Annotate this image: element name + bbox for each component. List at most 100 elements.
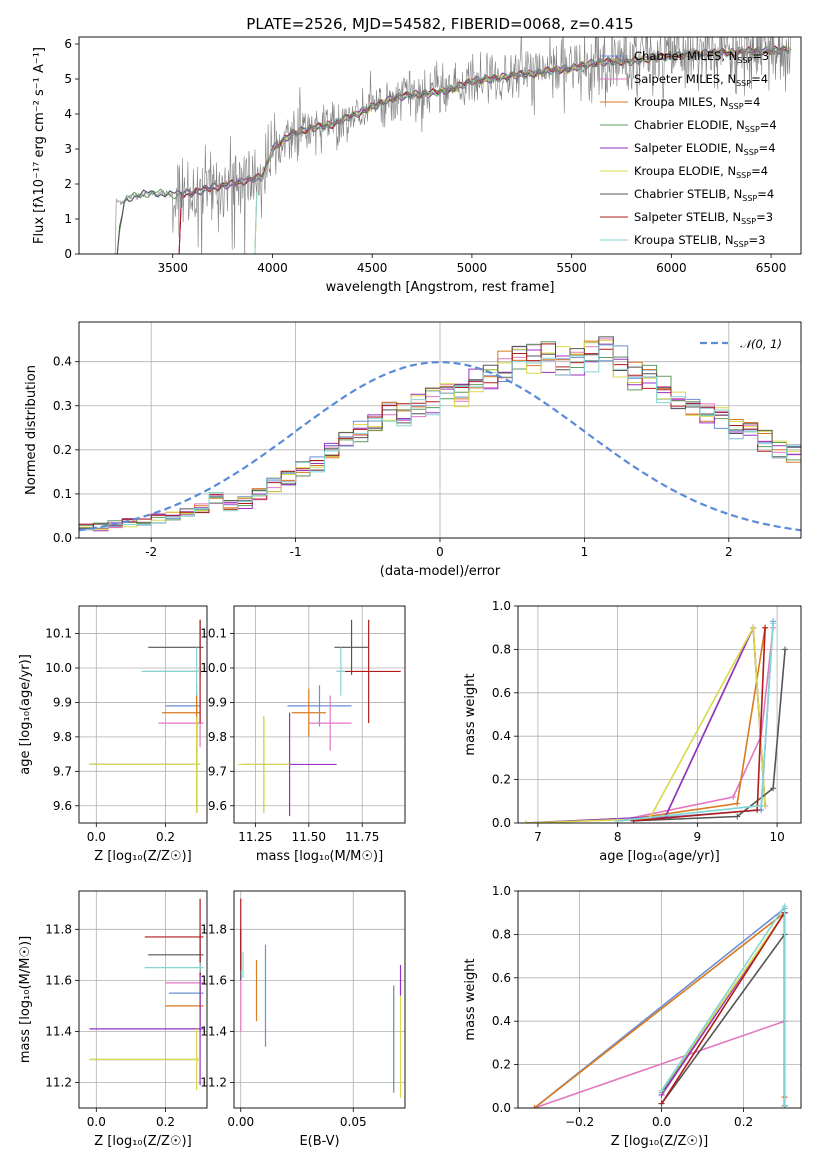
spectrum-ytick-label: 0: [64, 247, 72, 261]
point-kroupa-miles: [162, 692, 201, 734]
spectrum-ylabel: Flux [fλ10⁻¹⁷ erg cm⁻² s⁻¹ A⁻¹]: [32, 47, 47, 244]
mass-weight-vs-Z-ytick-label: 1.0: [492, 884, 511, 898]
mass-vs-ebv-xlabel: E(B-V): [299, 1134, 339, 1149]
mass-weight-vs-age-xtick-label: 8: [614, 830, 622, 844]
residuals-xlabel: (data-model)/error: [380, 564, 501, 579]
mass-vs-Z-xlabel: Z [log₁₀(Z/Z☉)]: [94, 1134, 191, 1149]
age-vs-mass-axes: 11.25 11.50 11.75 9.6 9.7 9.8 9.9 10.0 10.1 mass …: [200, 605, 406, 864]
model-spectrum-chabrier-elodie: [114, 45, 791, 254]
weight-marker: [754, 806, 761, 813]
mass-weight-vs-age-ytick-label: 1.0: [492, 599, 511, 613]
point-kroupa-stelib: [336, 647, 346, 696]
residuals-ytick-label: 0.4: [53, 355, 72, 369]
age-vs-mass-ytick-label: 9.9: [208, 695, 227, 709]
age-vs-mass-frame: [233, 605, 406, 824]
weight-line-kroupa-miles: [617, 627, 766, 822]
mass-vs-ebv-frame: [233, 890, 406, 1109]
spectrum-xtick-label: 3500: [157, 261, 188, 275]
mass-weight-vs-age-frame: [517, 605, 802, 824]
age-vs-Z-ytick-label: 10.0: [45, 661, 72, 675]
mass-weight-vs-age-plot-area: [522, 618, 789, 823]
mass-vs-Z-ytick-label: 11.2: [45, 1075, 72, 1089]
spectrum-xtick-label: 4000: [257, 261, 288, 275]
residuals-xtick-label: 0: [436, 545, 444, 559]
observed-spectrum-line: [114, 37, 791, 254]
mass-weight-vs-Z-xtick-label: 0.2: [734, 1115, 753, 1129]
mass-weight-vs-Z-xlabel: Z [log₁₀(Z/Z☉)]: [611, 1134, 708, 1149]
mass-weight-vs-age-ytick-label: 0.6: [492, 686, 511, 700]
age-vs-Z-axes: 0.0 0.2 9.6 9.7 9.8 9.9 10.0 10.1 Z [log₁₀(Z/Z☉)…: [18, 605, 208, 864]
weight-marker: [522, 820, 529, 823]
weight-marker: [734, 800, 741, 807]
age-vs-mass-plot-area: [238, 619, 401, 817]
legend-entry: Salpeter ELODIE, NSSP=4: [634, 141, 776, 157]
age-vs-Z-xtick-label: 0.0: [87, 830, 106, 844]
residuals-xtick-label: -1: [290, 545, 302, 559]
point-chabrier-stelib: [148, 619, 204, 675]
mass-weight-vs-Z-ylabel: mass weight: [463, 958, 478, 1040]
mass-vs-Z-ytick-label: 11.6: [45, 973, 72, 987]
mass-vs-ebv-plot-area: [240, 898, 402, 1098]
point-chabrier-stelib: [334, 619, 369, 675]
legend-entry: Chabrier STELIB, NSSP=4: [634, 187, 774, 203]
mass-vs-Z-plot-area: [89, 898, 204, 1091]
mass-vs-ebv-ytick-label: 11.4: [200, 1024, 227, 1038]
point-salpeter-miles: [165, 957, 204, 1009]
weight-line-kroupa-elodie: [525, 624, 766, 823]
point-kroupa-elodie: [238, 716, 290, 813]
point-chabrier-miles: [287, 685, 352, 727]
point-kroupa-elodie: [89, 716, 201, 813]
weight-marker: [730, 793, 737, 800]
point-salpeter-stelib: [144, 898, 204, 976]
age-vs-mass-xtick-label: 11.50: [292, 830, 326, 844]
mass-weight-vs-Z-ytick-label: 0.8: [492, 927, 511, 941]
mass-weight-vs-Z-ytick-label: 0.6: [492, 971, 511, 985]
weight-marker: [782, 646, 789, 653]
spectrum-xtick-label: 5500: [556, 261, 587, 275]
spectrum-ytick-label: 3: [64, 142, 72, 156]
weight-line-salpeter-stelib: [633, 627, 766, 822]
mass-vs-Z-frame: [78, 890, 208, 1109]
age-vs-Z-ytick-label: 9.9: [53, 695, 72, 709]
mass-weight-vs-Z-xtick-label: −0.2: [565, 1115, 594, 1129]
spectrum-xlabel: wavelength [Angstrom, rest frame]: [326, 280, 555, 295]
legend-entry: Chabrier ELODIE, NSSP=4: [634, 118, 777, 134]
point-salpeter-elodie: [89, 972, 204, 1086]
mass-weight-vs-age-xtick-label: 7: [534, 830, 542, 844]
point-chabrier-miles: [165, 685, 201, 727]
mass-weight-vs-age-ytick-label: 0.2: [492, 773, 511, 787]
age-vs-Z-ytick-label: 10.1: [45, 627, 72, 641]
spectrum-legend: Chabrier MILES, NSSP=3 Salpeter MILES, NS…: [600, 49, 777, 249]
residuals-plot-area: [79, 336, 801, 532]
weight-marker: [734, 813, 741, 820]
age-vs-mass-ytick-label: 9.8: [208, 730, 227, 744]
mass-weight-vs-Z-ytick-label: 0.2: [492, 1058, 511, 1072]
legend-entry: Kroupa STELIB, NSSP=3: [634, 233, 765, 249]
mass-vs-ebv-ytick-label: 11.8: [200, 922, 227, 936]
point-salpeter-stelib: [336, 619, 401, 724]
normal-curve: [79, 360, 801, 532]
weight-line-salpeter-stelib: [660, 909, 786, 1106]
point-chabrier-stelib: [148, 934, 204, 976]
mass-weight-vs-age-ytick-label: 0.0: [492, 816, 511, 830]
mass-vs-Z-ytick-label: 11.4: [45, 1024, 72, 1038]
mass-vs-ebv-xtick-label: 0.00: [227, 1115, 254, 1129]
mass-vs-ebv-xtick-label: 0.05: [340, 1115, 367, 1129]
weight-marker: [750, 624, 757, 631]
age-vs-mass-xtick-label: 11.75: [345, 830, 379, 844]
weight-marker: [762, 624, 769, 631]
age-vs-mass-xlabel: mass [log₁₀(M/M☉)]: [256, 849, 383, 864]
point-kroupa-elodie: [89, 1028, 201, 1091]
age-vs-mass-ytick-label: 9.7: [208, 764, 227, 778]
spectrum-ytick-label: 5: [64, 72, 72, 86]
weight-marker: [770, 785, 777, 792]
mass-weight-vs-age-ytick-label: 0.4: [492, 729, 511, 743]
mass-vs-Z-ylabel: mass [log₁₀(M/M☉)]: [18, 936, 33, 1063]
mass-vs-Z-axes: 0.0 0.2 11.2 11.4 11.6 11.8 Z [log₁₀(Z/Z☉)] mas…: [18, 890, 208, 1149]
spectrum-ytick-label: 4: [64, 107, 72, 121]
spectrum-xtick-label: 6000: [656, 261, 687, 275]
age-vs-Z-ylabel: age [log₁₀(age/yr)]: [18, 654, 33, 775]
age-vs-mass-xtick-label: 11.25: [238, 830, 272, 844]
legend-entry: Salpeter STELIB, NSSP=3: [634, 210, 773, 226]
weight-line-salpeter-miles: [617, 627, 774, 822]
